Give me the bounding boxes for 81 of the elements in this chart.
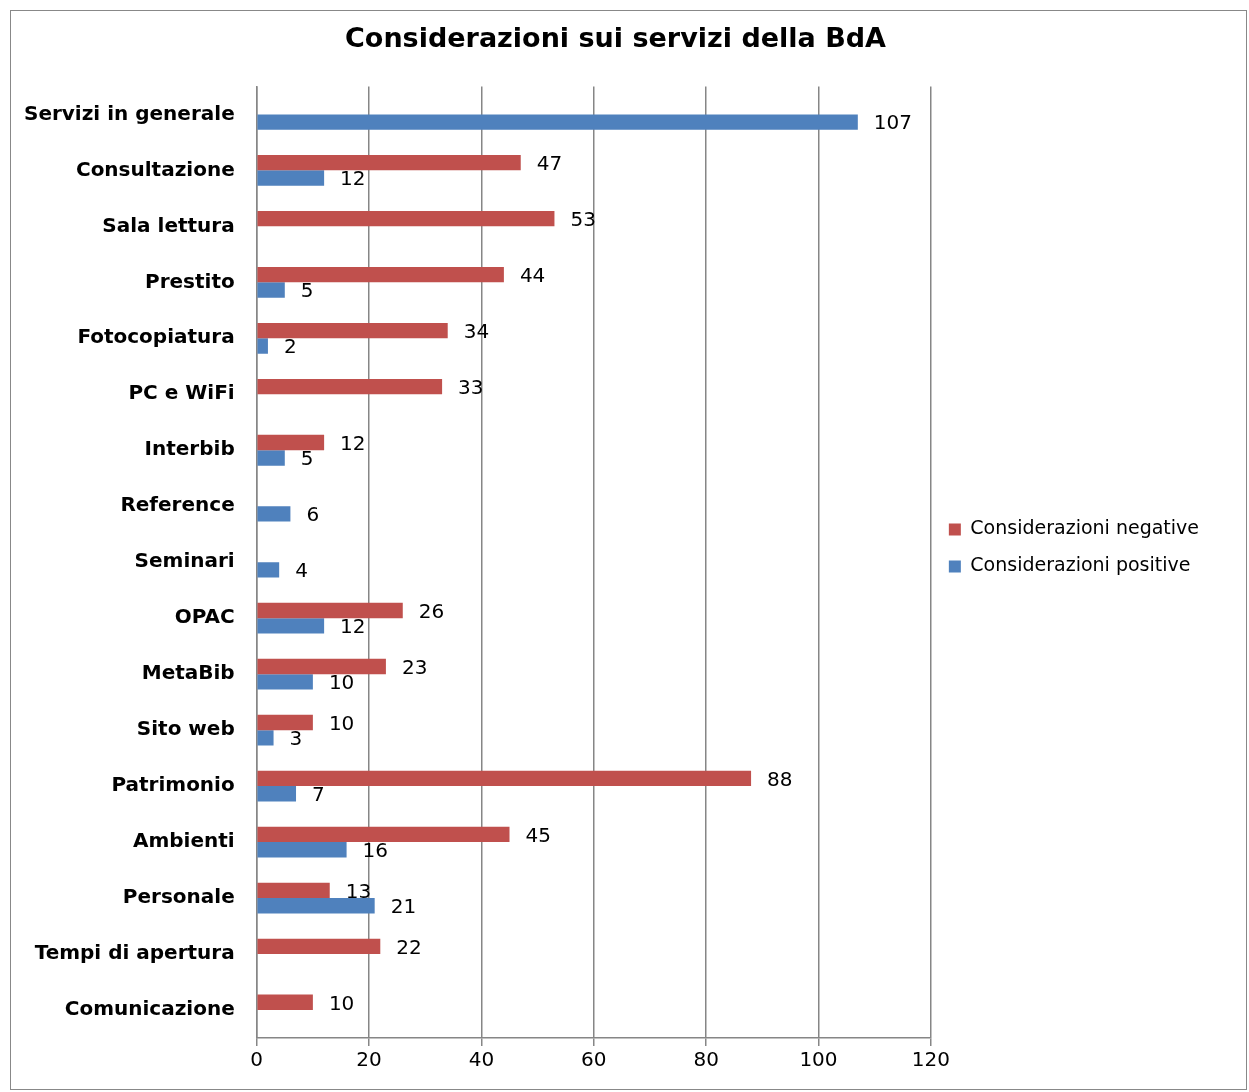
x-tick-label: 60 [581,1047,607,1072]
y-tick-label: PC e WiFi [128,380,235,405]
bar [257,562,280,578]
data-label: 53 [570,206,596,231]
y-tick-label: Sala lettura [102,212,235,237]
data-label: 2 [283,334,297,359]
bar [257,770,752,787]
bar [257,434,325,451]
y-tick-label: MetaBib [141,660,235,685]
data-label: 10 [328,990,355,1015]
bar [257,450,285,466]
bar [257,266,504,283]
data-label: 22 [396,934,422,959]
legend-label: Considerazioni negative [970,516,1200,539]
bar [257,882,330,899]
data-label: 12 [340,430,366,455]
bar [257,506,291,522]
data-label: 3 [289,726,303,751]
data-label: 10 [328,670,355,695]
bar [257,170,325,186]
y-tick-label: Seminari [134,548,235,573]
y-tick-label: Interbib [144,436,235,461]
data-label: 13 [345,878,372,903]
data-label: 33 [458,374,484,399]
y-tick-label: Comunicazione [64,996,235,1021]
data-label: 6 [306,502,320,527]
bar [257,714,313,731]
y-tick-label: Prestito [144,268,235,293]
legend-label: Considerazioni positive [970,553,1191,576]
data-label: 26 [418,598,445,623]
x-tick-label: 80 [693,1047,719,1072]
y-tick-label: Personale [122,884,235,909]
bar [257,114,858,130]
bar [257,674,313,690]
bar [257,602,403,619]
x-tick-label: 40 [468,1047,495,1072]
data-label: 12 [340,166,366,191]
data-label: 88 [767,766,793,791]
x-tick-label: 120 [911,1047,950,1072]
y-tick-label: Servizi in generale [24,100,235,125]
y-tick-label: Patrimonio [111,772,235,797]
y-tick-label: OPAC [174,604,235,629]
bar [257,938,381,955]
bar [257,154,521,171]
bar [257,322,448,339]
data-label: 10 [328,710,355,735]
y-tick-label: Sito web [136,716,235,741]
data-label: 4 [295,558,308,583]
data-label: 107 [873,110,913,135]
y-tick-label: Fotocopiatura [77,324,235,349]
data-label: 23 [401,654,428,679]
bar [257,898,375,914]
bar [257,994,313,1011]
data-label: 16 [362,837,389,862]
x-tick-label: 20 [356,1047,382,1072]
bar [257,378,443,395]
chart-title: Considerazioni sui servizi della BdA [345,22,887,54]
bar [257,658,386,675]
x-tick-label: 100 [799,1047,838,1072]
bar [257,618,325,634]
y-tick-label: Tempi di apertura [34,940,235,965]
bar [257,338,268,354]
data-label: 34 [463,318,490,343]
data-label: 7 [312,782,325,807]
y-tick-label: Ambienti [132,828,235,853]
bar [257,842,347,858]
data-label: 12 [340,614,366,639]
data-label: 5 [300,278,314,303]
bar [257,786,297,802]
x-tick-label: 0 [250,1047,264,1072]
bar [257,826,510,843]
data-label: 21 [390,893,417,918]
y-tick-label: Consultazione [75,156,235,181]
bar [257,210,555,227]
bar [257,730,274,746]
data-label: 45 [525,822,551,847]
data-label: 5 [300,446,314,471]
y-tick-label: Reference [120,492,235,517]
data-label: 44 [519,262,546,287]
bar [257,282,285,298]
data-label: 47 [536,150,563,175]
